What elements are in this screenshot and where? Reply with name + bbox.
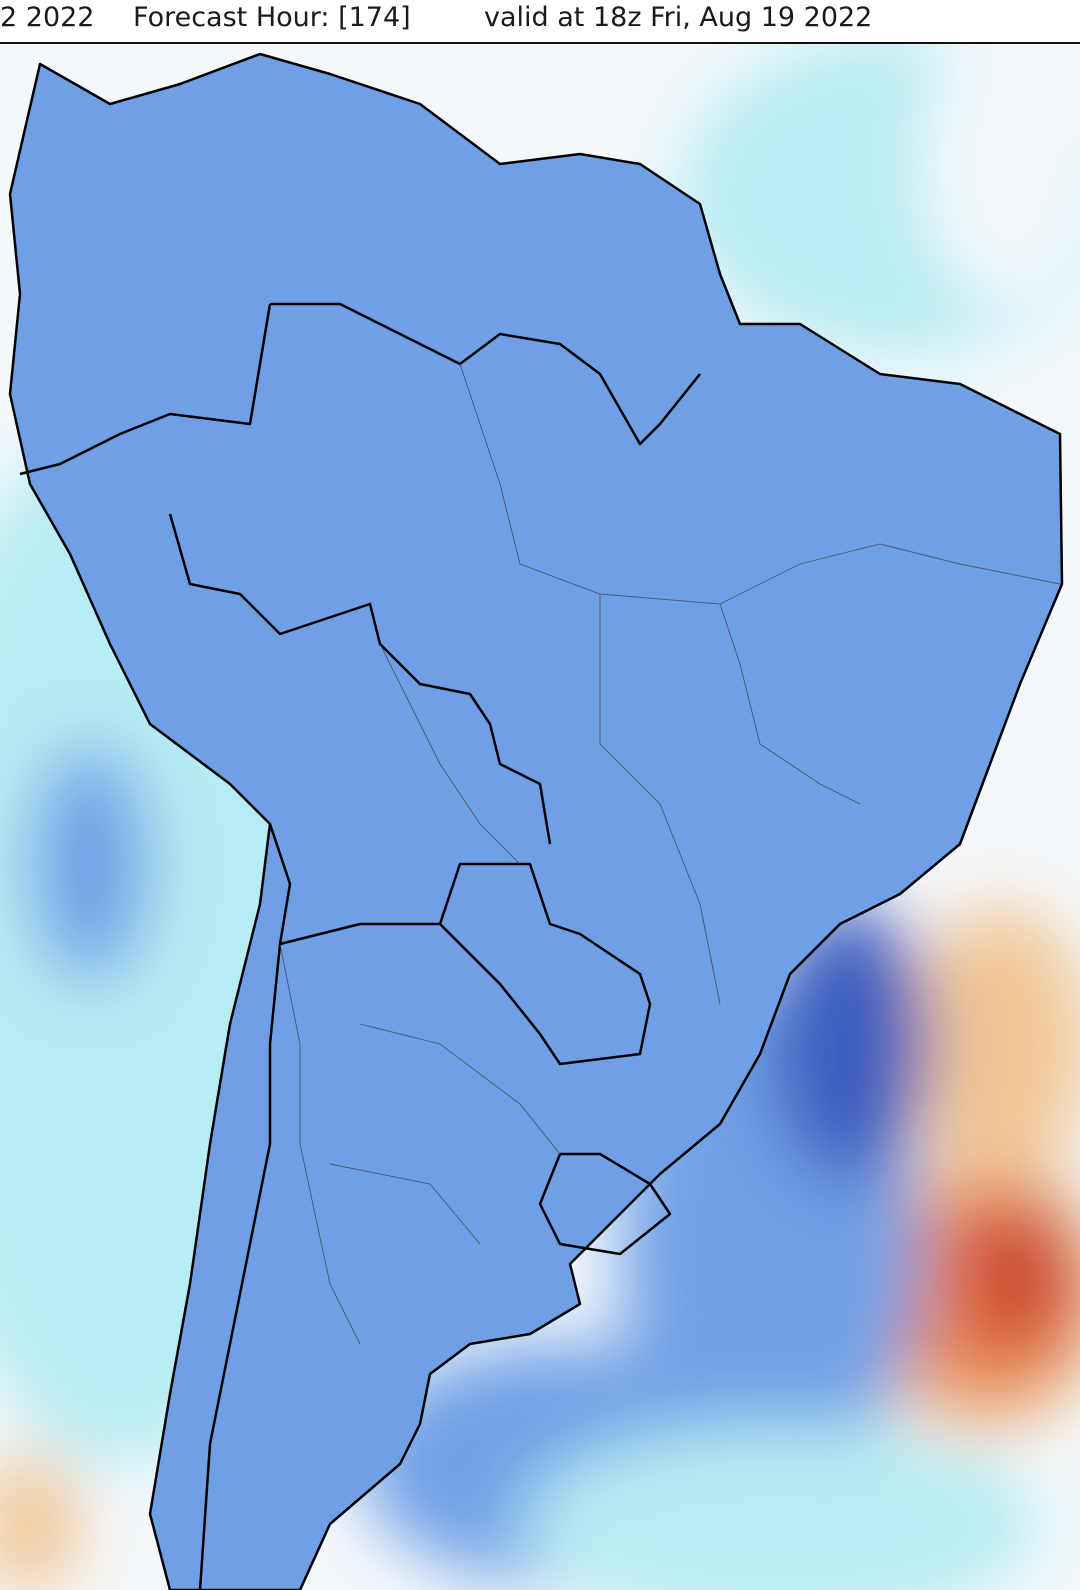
valid-time-text: valid at 18z Fri, Aug 19 2022 <box>484 2 873 33</box>
peru-border <box>19 303 272 476</box>
uruguay-border <box>538 1152 672 1256</box>
state-borders <box>279 363 1061 1345</box>
brazil-bolivia-border <box>168 513 552 845</box>
paraguay-border <box>438 862 652 1066</box>
run-date-text: 2 2022 <box>0 2 95 33</box>
argentina-border <box>279 922 440 946</box>
brazil-border <box>270 302 701 446</box>
map-svg <box>0 44 1080 1590</box>
country-borders <box>8 52 1064 1590</box>
forecast-header: 2 2022 Forecast Hour: [174] valid at 18z… <box>0 0 1080 44</box>
andes-border <box>198 823 292 1590</box>
temperature-anomaly-map <box>0 44 1080 1590</box>
forecast-hour-text: Forecast Hour: [174] <box>133 2 411 33</box>
